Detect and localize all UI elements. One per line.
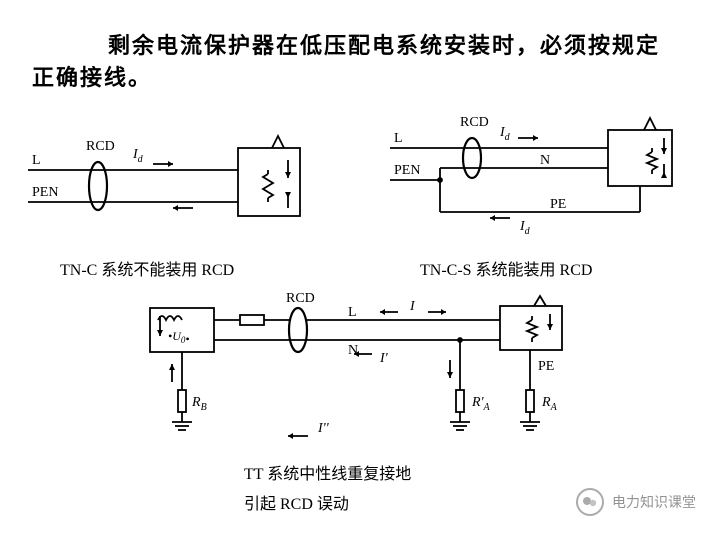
label-l: L	[348, 305, 357, 320]
title-line-1: 剩余电流保护器在低压配电系统安装时，必须按规定	[108, 28, 668, 63]
diagram-tncs: L PEN N PE RCD Id Id	[380, 108, 700, 258]
diagram-tt: •U0• RCD L I N I' PE	[130, 290, 590, 460]
label-l: L	[394, 131, 403, 146]
label-n: N	[348, 343, 358, 358]
wechat-icon	[576, 488, 604, 516]
caption-tncs: TN-C-S 系统能装用 RCD	[420, 256, 592, 280]
label-rcd: RCD	[86, 139, 115, 154]
svg-text:R'A: R'A	[471, 395, 491, 413]
diagram-tnc-svg: L PEN RCD Id	[18, 120, 328, 250]
watermark: 电力知识课堂	[576, 488, 696, 516]
diagram-tnc: L PEN RCD Id	[18, 120, 328, 250]
diagram-tncs-svg: L PEN N PE RCD Id Id	[380, 108, 700, 258]
label-pe: PE	[550, 197, 566, 212]
caption-tnc: TN-C 系统不能装用 RCD	[60, 256, 234, 280]
label-rcd: RCD	[460, 115, 489, 130]
title-line-2: 正确接线。	[32, 60, 592, 95]
label-n: N	[540, 153, 550, 168]
caption-tt-1: TT 系统中性线重复接地	[244, 460, 411, 484]
label-pen: PEN	[32, 185, 58, 200]
label-i: I	[409, 299, 416, 314]
label-pen: PEN	[394, 163, 420, 178]
svg-text:RA: RA	[541, 395, 558, 413]
svg-text:RB: RB	[191, 395, 207, 413]
label-ipp: I''	[317, 421, 330, 436]
label-l: L	[32, 153, 41, 168]
svg-text:Id: Id	[499, 125, 511, 143]
label-rcd: RCD	[286, 291, 315, 306]
diagram-tt-svg: •U0• RCD L I N I' PE	[130, 290, 590, 460]
watermark-text: 电力知识课堂	[612, 492, 696, 512]
label-pe: PE	[538, 359, 554, 374]
svg-text:Id: Id	[132, 147, 144, 165]
svg-text:Id: Id	[519, 219, 531, 237]
svg-text:•U0•: •U0•	[168, 329, 190, 346]
caption-tt-2: 引起 RCD 误动	[244, 490, 349, 514]
label-ip: I'	[379, 351, 389, 366]
